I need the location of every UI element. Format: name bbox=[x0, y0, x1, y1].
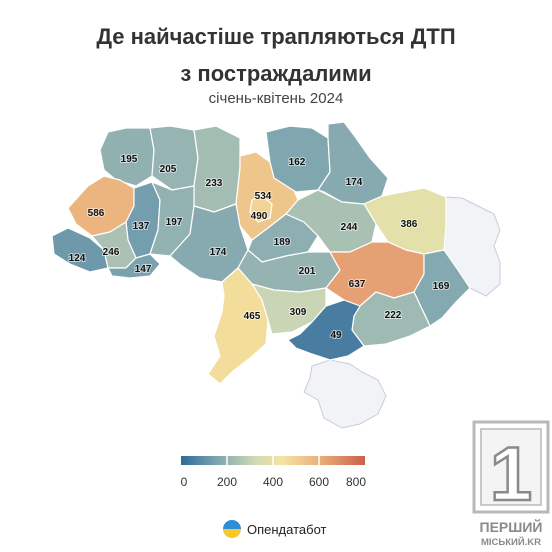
value-label-cherkasy: 189 bbox=[274, 237, 291, 248]
legend-tick-400: 400 bbox=[263, 475, 283, 489]
value-label-odesa: 465 bbox=[244, 311, 261, 322]
region-rivne[interactable] bbox=[149, 125, 199, 191]
value-label-mykolaiv: 309 bbox=[290, 307, 307, 318]
value-label-sumy: 174 bbox=[346, 177, 363, 188]
region-volyn[interactable] bbox=[99, 127, 155, 187]
value-label-zhytomyr: 233 bbox=[206, 178, 223, 189]
value-label-zakarpattia: 124 bbox=[69, 253, 86, 264]
legend-tick-800: 800 bbox=[346, 475, 366, 489]
value-label-chernihiv: 162 bbox=[289, 157, 306, 168]
region-kyiv-city[interactable] bbox=[249, 195, 273, 223]
value-label-chernivtsi: 147 bbox=[135, 264, 152, 275]
value-label-khmelnytskyi: 197 bbox=[166, 217, 183, 228]
value-label-zaporizhzhia: 222 bbox=[385, 310, 402, 321]
value-label-ivano-frankivsk: 246 bbox=[103, 247, 120, 258]
source-name: Опендатабот bbox=[247, 521, 327, 537]
source-brand: Опендатабот bbox=[222, 518, 326, 540]
pershyi-miskyi-logo: 1 ПЕРШИЙ МІСЬКИЙ.KR bbox=[466, 420, 550, 550]
map-subtitle: січень-квітень 2024 bbox=[208, 90, 344, 107]
region-zhytomyr[interactable] bbox=[193, 125, 241, 213]
value-label-lviv: 586 bbox=[88, 208, 105, 219]
value-label-poltava: 244 bbox=[341, 222, 358, 233]
logo-digit: 1 bbox=[490, 432, 532, 517]
value-label-donetsk: 169 bbox=[433, 281, 450, 292]
color-legend: 0 200 400 600 800 bbox=[181, 454, 366, 489]
legend-tick-600: 600 bbox=[309, 475, 329, 489]
legend-tick-0: 0 bbox=[181, 475, 188, 489]
value-label-kyiv-oblast: 534 bbox=[255, 191, 272, 202]
value-label-ternopil: 137 bbox=[133, 221, 150, 232]
region-value-labels: 195 205 233 534 490 162 174 386 586 137 … bbox=[68, 153, 451, 342]
value-label-volyn: 195 bbox=[121, 154, 138, 165]
value-label-rivne: 205 bbox=[160, 164, 177, 175]
map-title-line-2: з постраждалими bbox=[180, 61, 372, 86]
value-label-dnipropetrovsk: 637 bbox=[349, 279, 366, 290]
region-donetsk[interactable] bbox=[413, 249, 471, 327]
logo-text-line-2: МІСЬКИЙ.KR bbox=[481, 536, 541, 548]
legend-tick-200: 200 bbox=[217, 475, 237, 489]
map-title-line-1: Де найчастіше трапляються ДТП bbox=[96, 24, 456, 49]
logo-text-line-1: ПЕРШИЙ bbox=[480, 518, 543, 535]
opendatabot-logo-icon bbox=[223, 520, 241, 538]
value-label-kirovohrad: 201 bbox=[299, 266, 316, 277]
value-label-vinnytsia: 174 bbox=[210, 247, 227, 258]
region-kherson[interactable] bbox=[287, 299, 365, 361]
value-label-kyiv-city: 490 bbox=[251, 211, 268, 222]
region-crimea bbox=[303, 359, 387, 429]
value-label-kherson: 49 bbox=[330, 330, 342, 341]
region-chernivtsi[interactable] bbox=[107, 253, 161, 279]
value-label-kharkiv: 386 bbox=[401, 219, 418, 230]
